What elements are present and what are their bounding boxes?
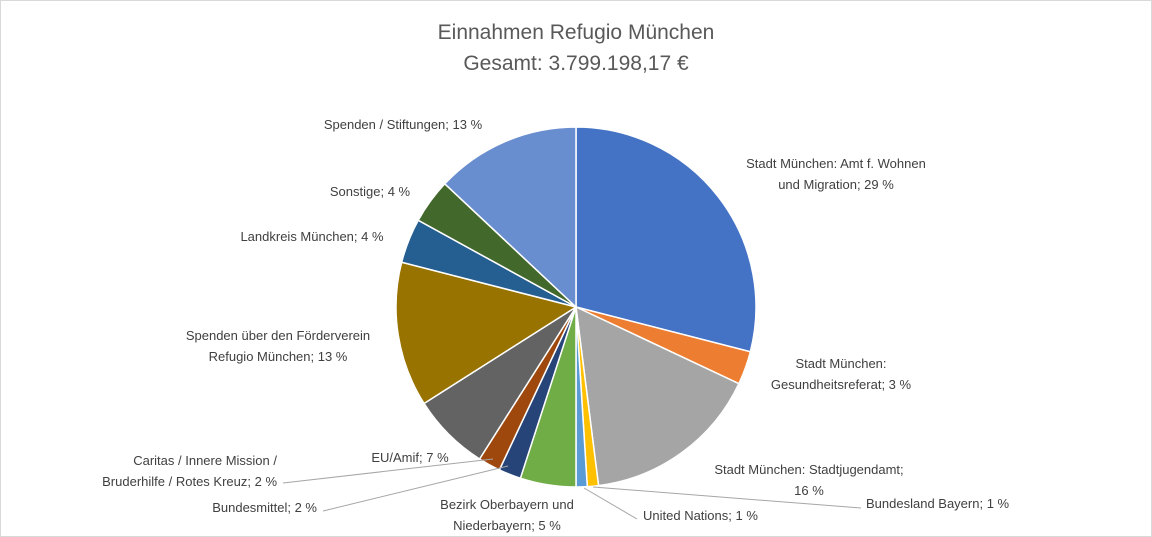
pie-slice: [443, 126, 577, 309]
slice-label: Spenden / Stiftungen; 13 %: [324, 117, 483, 132]
slice-label: Stadt München: Gesundheitsreferat; 3 %: [771, 356, 912, 392]
slice-label: Sonstige; 4 %: [330, 184, 411, 199]
slice-label: Bezirk Oberbayern und Niederbayern; 5 %: [440, 497, 574, 533]
pie-slice: [575, 305, 740, 487]
chart-title: Einnahmen Refugio München: [438, 21, 715, 44]
slice-label: Bundesland Bayern; 1 %: [866, 496, 1010, 511]
pie-slice: [395, 261, 578, 405]
leader-line: [592, 486, 862, 509]
slice-label: United Nations; 1 %: [643, 508, 758, 523]
slice-label: EU/Amif; 7 %: [371, 450, 449, 465]
leader-line: [322, 465, 509, 512]
leader-line: [282, 458, 494, 484]
slice-label: Spenden über den Förderverein Refugio Mün…: [186, 328, 370, 364]
slice-label: Caritas / Innere Mission / Bruderhilfe / …: [102, 453, 277, 489]
slice-label: Stadt München: Amt f. Wohnen und Migratio…: [746, 156, 926, 192]
slice-label: Bundesmittel; 2 %: [212, 500, 317, 515]
slice-label: Landkreis München; 4 %: [240, 229, 384, 244]
data-labels: Stadt München: Amt f. Wohnen und Migratio…: [102, 117, 1009, 533]
pie-slice: [575, 126, 757, 353]
chart-subtitle: Gesamt: 3.799.198,17 €: [463, 52, 689, 75]
leader-line: [583, 487, 638, 520]
pie-slices: [395, 126, 757, 488]
slice-label: Stadt München: Stadtjugendamt; 16 %: [714, 462, 903, 498]
leader-lines: [282, 458, 862, 520]
